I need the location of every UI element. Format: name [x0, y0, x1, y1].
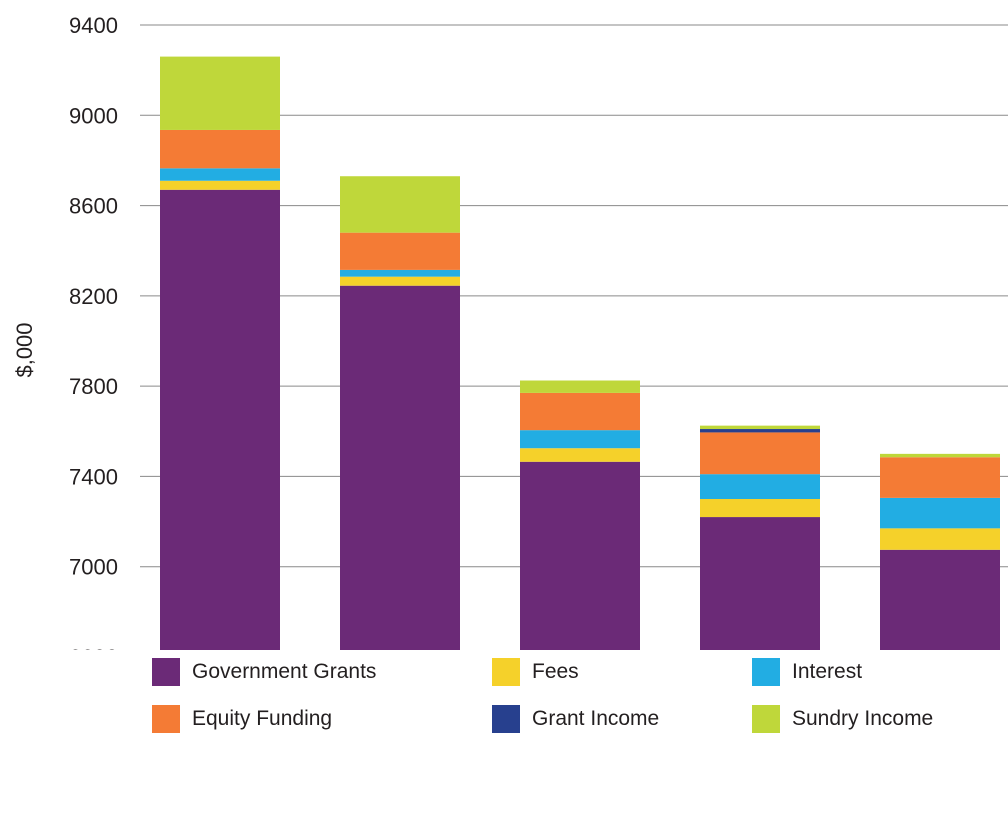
bar-segment-fees	[700, 499, 820, 518]
legend-item: Fees	[492, 657, 579, 687]
bar-segment-interest	[160, 168, 280, 181]
legend-label: Government Grants	[192, 660, 377, 683]
legend-label: Grant Income	[532, 707, 660, 730]
bar-segment-interest	[700, 474, 820, 499]
bar-segment-equity-funding	[520, 392, 640, 431]
stacked-bar-chart: 66007000740078008200860090009400 2022202…	[12, 13, 1008, 650]
legend-item: Interest	[752, 657, 862, 687]
y-tick-label: 9400	[69, 13, 118, 38]
bar-segment-government-grants	[160, 189, 280, 650]
bar-segment-fees	[880, 528, 1000, 550]
legend-item: Equity Funding	[152, 704, 332, 734]
bar-segment-grant-income	[700, 429, 820, 433]
y-tick-label: 8200	[69, 284, 118, 309]
bar-segment-fees	[160, 180, 280, 190]
y-tick-label: 7400	[69, 464, 118, 489]
bar-segment-interest	[880, 497, 1000, 529]
bar-segment-equity-funding	[880, 457, 1000, 498]
legend-swatch	[152, 658, 180, 686]
bar-segment-government-grants	[700, 517, 820, 650]
legend-swatch	[492, 658, 520, 686]
bar-segment-equity-funding	[340, 232, 460, 270]
legend-item: Sundry Income	[752, 704, 933, 734]
bar-segment-fees	[340, 276, 460, 286]
bar-segment-interest	[340, 269, 460, 277]
legend-label: Interest	[792, 660, 863, 683]
y-tick-label: 7000	[69, 555, 118, 580]
legend-swatch	[492, 705, 520, 733]
legend-item: Government Grants	[152, 657, 376, 687]
bar-segment-sundry-income	[880, 453, 1000, 458]
y-axis-ticks: 6600 7000 7400 7800 8200 8600 9000 9400	[69, 13, 118, 650]
legend: Government Grants Fees Interest Equity Fund…	[152, 655, 992, 795]
bar-segment-sundry-income	[160, 56, 280, 130]
legend-item: Grant Income	[492, 704, 659, 734]
y-tick-label: 6600	[69, 645, 118, 650]
y-tick-label: 9000	[69, 103, 118, 128]
bar-segment-government-grants	[520, 461, 640, 650]
bar-segment-government-grants	[880, 549, 1000, 650]
bar-segment-sundry-income	[340, 176, 460, 233]
bar-segment-equity-funding	[160, 129, 280, 169]
bar-segment-government-grants	[340, 285, 460, 650]
y-axis-label: $,000	[12, 322, 37, 377]
bar-segment-interest	[520, 430, 640, 449]
y-tick-label: 7800	[69, 374, 118, 399]
legend-swatch	[752, 705, 780, 733]
legend-swatch	[752, 658, 780, 686]
bars	[160, 56, 1000, 650]
bar-segment-fees	[520, 448, 640, 462]
legend-label: Equity Funding	[192, 707, 333, 730]
bar-segment-sundry-income	[700, 425, 820, 430]
legend-label: Fees	[532, 660, 579, 683]
bar-segment-sundry-income	[520, 380, 640, 393]
bar-segment-equity-funding	[700, 432, 820, 475]
legend-swatch	[152, 705, 180, 733]
legend-label: Sundry Income	[792, 707, 934, 730]
y-tick-label: 8600	[69, 194, 118, 219]
